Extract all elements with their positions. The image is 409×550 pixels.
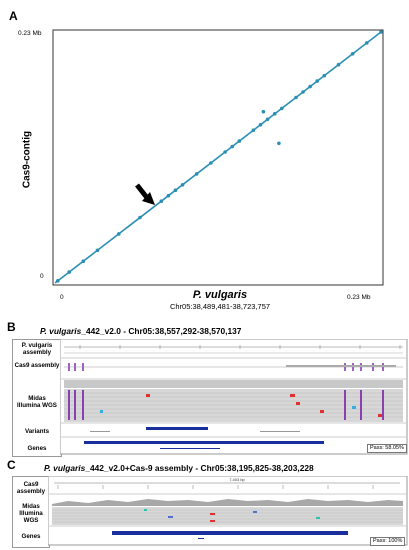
dotplot xyxy=(52,29,384,286)
panel-c-pass-badge: Pass: 100% xyxy=(370,537,406,546)
panel-c-scale: 7,403 bp xyxy=(229,477,245,482)
x-max-label: 0.23 Mb xyxy=(347,294,371,301)
panel-c-labels: Cas9 assembly Midas Illumina WGS Genes xyxy=(12,476,50,548)
row-label-pv-assembly: P. vulgaris assembly xyxy=(21,342,53,356)
y-max-label: 0.23 Mb xyxy=(18,30,42,37)
x-axis-sublabel: Chr05:38,489,481-38,723,757 xyxy=(169,302,271,311)
panel-b-letter: B xyxy=(7,320,16,334)
panel-b-tracks xyxy=(60,339,408,455)
panel-c-tracks xyxy=(48,476,408,546)
panel-b-title-rest: _442_v2.0 - Chr05:38,557,292-38,570,137 xyxy=(81,326,242,336)
c-row-label-midas-wgs: Midas Illumina WGS xyxy=(19,503,43,524)
panel-b-title-species: P. vulgaris xyxy=(40,326,82,336)
panel-b-title: P. vulgaris_442_v2.0 - Chr05:38,557,292-… xyxy=(40,326,241,336)
row-label-variants: Variants xyxy=(24,428,50,435)
panel-c-title-rest: _442_v2.0+Cas-9 assembly - Chr05:38,195,… xyxy=(85,463,314,473)
dotplot-point xyxy=(277,141,281,146)
c-row-label-cas9-assembly: Cas9 assembly xyxy=(16,481,46,495)
arrow-annotation xyxy=(135,183,155,205)
x-zero-label: 0 xyxy=(60,294,64,301)
panel-b-pass-badge: Pass: 58.05% xyxy=(367,444,407,453)
panel-c-title-species: P. vulgaris xyxy=(44,463,86,473)
panel-a-letter: A xyxy=(9,9,18,23)
row-label-cas9-assembly: Cas9 assembly xyxy=(14,362,60,369)
row-label-genes: Genes xyxy=(27,445,47,452)
panel-c-title: P. vulgaris_442_v2.0+Cas-9 assembly - Ch… xyxy=(44,463,314,473)
c-row-label-genes: Genes xyxy=(21,533,41,540)
panel-c-letter: C xyxy=(7,458,16,472)
x-axis-label: P. vulgaris xyxy=(192,289,248,301)
row-label-midas-wgs: Midas Illumina WGS xyxy=(17,395,57,409)
y-zero-label: 0 xyxy=(40,273,44,280)
diagonal-line xyxy=(54,31,382,284)
dotplot-point xyxy=(261,109,266,114)
panel-b-labels: P. vulgaris assembly Cas9 assembly Midas… xyxy=(12,339,62,457)
